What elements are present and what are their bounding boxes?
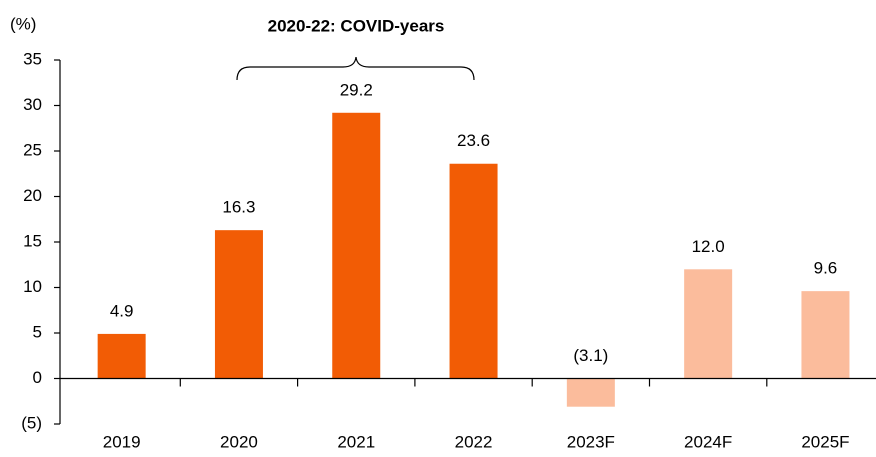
y-axis-label: (%) — [10, 14, 36, 33]
value-label: 16.3 — [222, 198, 255, 217]
x-tick-label: 2023F — [567, 432, 615, 451]
x-tick-label: 2024F — [684, 432, 732, 451]
x-tick-label: 2025F — [801, 432, 849, 451]
value-label: 23.6 — [457, 131, 490, 150]
bar — [449, 163, 498, 379]
value-label: 9.6 — [814, 259, 838, 278]
bar — [566, 378, 615, 407]
brace — [236, 56, 475, 81]
x-tick-label: 2019 — [103, 432, 141, 451]
x-tick-label: 2022 — [455, 432, 493, 451]
annotation: 2020-22: COVID-years — [268, 16, 445, 35]
y-tick-label: 30 — [23, 95, 42, 114]
bar — [332, 112, 381, 379]
y-tick-label: 35 — [23, 49, 42, 68]
y-tick-label: 10 — [23, 277, 42, 296]
value-label: 12.0 — [692, 237, 725, 256]
y-tick-label: 5 — [33, 322, 42, 341]
bar — [801, 291, 850, 379]
y-tick-label: 0 — [33, 368, 42, 387]
y-tick-label: (5) — [21, 413, 42, 432]
bar — [97, 333, 146, 379]
y-tick-label: 15 — [23, 231, 42, 250]
bar — [214, 230, 263, 379]
y-tick-label: 25 — [23, 140, 42, 159]
x-tick-label: 2020 — [220, 432, 258, 451]
value-label: 29.2 — [340, 80, 373, 99]
bar — [684, 269, 733, 379]
value-label: (3.1) — [573, 346, 608, 365]
y-tick-label: 20 — [23, 186, 42, 205]
x-tick-label: 2021 — [337, 432, 375, 451]
value-label: 4.9 — [110, 301, 134, 320]
